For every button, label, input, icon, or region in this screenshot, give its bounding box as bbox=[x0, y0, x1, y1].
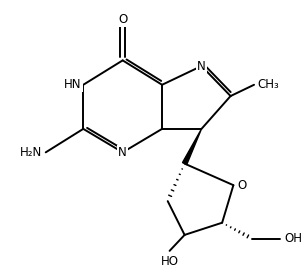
Text: CH₃: CH₃ bbox=[258, 78, 280, 91]
Text: N: N bbox=[197, 59, 206, 73]
Text: O: O bbox=[118, 13, 127, 26]
Text: OH: OH bbox=[284, 232, 302, 245]
Text: H₂N: H₂N bbox=[20, 146, 42, 159]
Polygon shape bbox=[182, 129, 201, 165]
Text: HO: HO bbox=[161, 255, 178, 268]
Text: O: O bbox=[237, 179, 246, 192]
Text: HN: HN bbox=[64, 78, 81, 91]
Text: N: N bbox=[118, 146, 127, 159]
